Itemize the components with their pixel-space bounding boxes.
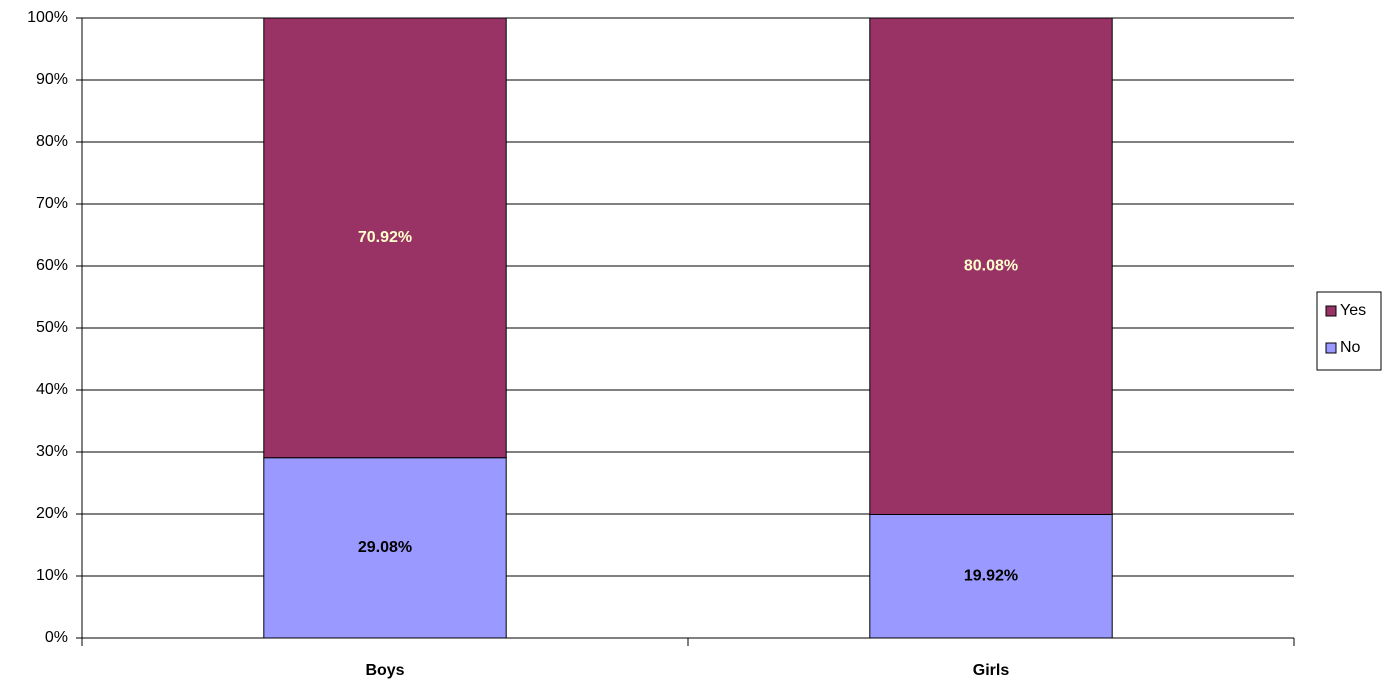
x-tick-label: Boys [365, 662, 404, 679]
legend-swatch [1325, 305, 1337, 317]
legend-box [1316, 291, 1382, 371]
y-tick-label: 30% [36, 443, 68, 460]
y-tick-label: 40% [36, 381, 68, 398]
bar-segment [263, 17, 507, 459]
bar-segment [263, 457, 507, 639]
y-tick-label: 20% [36, 505, 68, 522]
y-tick-label: 100% [27, 9, 68, 26]
legend-label: No [1340, 339, 1361, 356]
y-tick-label: 80% [36, 133, 68, 150]
x-tick-label: Girls [973, 662, 1010, 679]
data-label: 19.92% [964, 567, 1018, 584]
y-tick-label: 70% [36, 195, 68, 212]
y-tick-label: 60% [36, 257, 68, 274]
data-label: 80.08% [964, 257, 1018, 274]
data-label: 70.92% [358, 229, 412, 246]
y-tick-label: 10% [36, 567, 68, 584]
legend-swatch [1325, 342, 1337, 354]
y-tick-label: 0% [45, 629, 68, 646]
data-label: 29.08% [358, 539, 412, 556]
y-tick-label: 90% [36, 71, 68, 88]
legend-label: Yes [1340, 302, 1366, 319]
bar-segment [869, 17, 1113, 515]
y-tick-label: 50% [36, 319, 68, 336]
